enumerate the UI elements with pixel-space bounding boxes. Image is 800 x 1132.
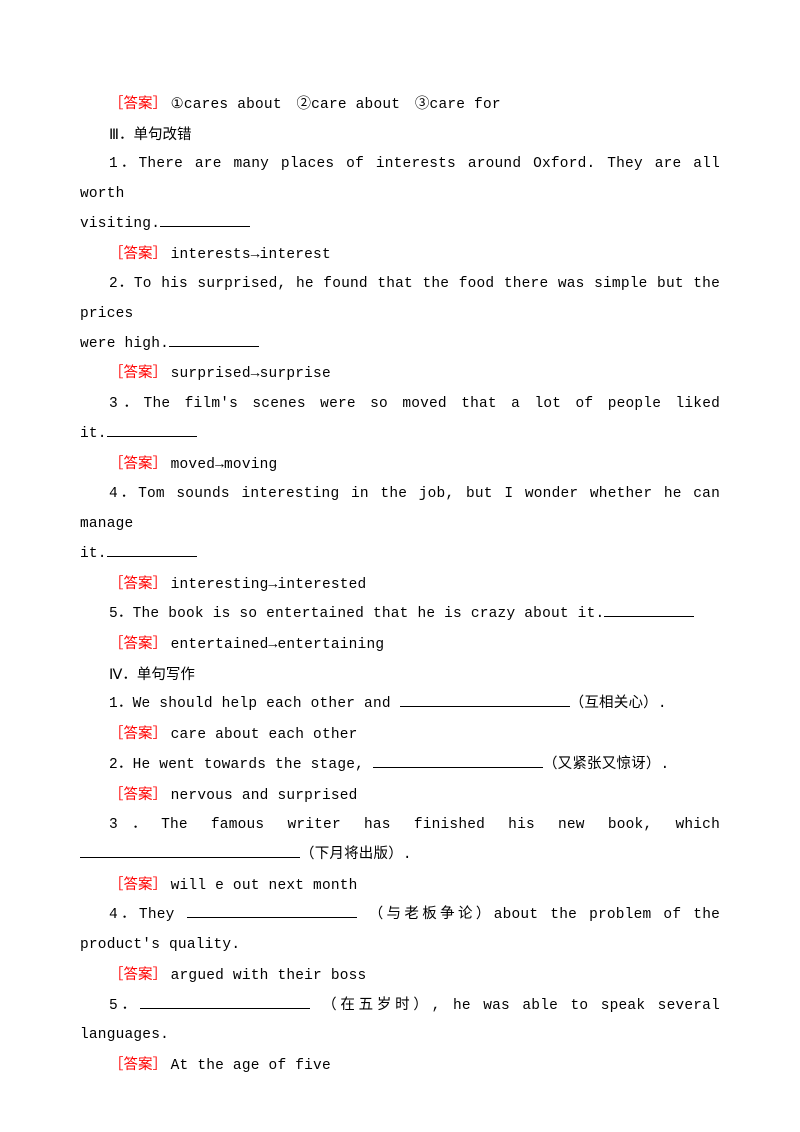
- q3-line2: it.: [80, 420, 720, 450]
- blank: [373, 752, 543, 768]
- q4-line1: 4．Tom sounds interesting in the job, but…: [80, 480, 720, 539]
- answer-text: interesting→interested: [171, 577, 367, 593]
- s4-q2: 2．He went towards the stage, （又紧张又惊讶）.: [80, 751, 720, 781]
- s4-a4: ［答案］ argued with their boss: [80, 961, 720, 992]
- a5: ［答案］ entertained→entertaining: [80, 630, 720, 661]
- answer-label: ［答案］: [109, 726, 167, 742]
- answer-label: ［答案］: [109, 96, 167, 112]
- answer-text: will e out next month: [171, 878, 358, 894]
- s4-a3: ［答案］ will e out next month: [80, 871, 720, 902]
- q2-line1: 2．To his surprised, he found that the fo…: [80, 270, 720, 329]
- s4-a2: ［答案］ nervous and surprised: [80, 781, 720, 812]
- answer-text: At the age of five: [171, 1058, 331, 1074]
- section3-heading: Ⅲ．单句改错: [80, 121, 720, 151]
- q1-line1: 1．There are many places of interests aro…: [80, 150, 720, 209]
- q4-line2: it.: [80, 540, 720, 570]
- blank: [604, 602, 694, 618]
- answer-label: ［答案］: [109, 787, 167, 803]
- answer-text: moved→moving: [171, 457, 278, 473]
- blank: [187, 903, 357, 919]
- blank: [169, 331, 259, 347]
- blank: [140, 993, 310, 1009]
- s4-q5-line1: 5． （在五岁时）, he was able to speak several: [80, 992, 720, 1022]
- s4-q3-line2: （下月将出版）.: [80, 841, 720, 871]
- answer-label: ［答案］: [109, 877, 167, 893]
- answer-label: ［答案］: [109, 456, 167, 472]
- answer-label: ［答案］: [109, 1057, 167, 1073]
- s4-q3-line1: 3．The famous writer has finished his new…: [80, 811, 720, 841]
- answer-text: care about each other: [171, 727, 358, 743]
- answer-text: interests→interest: [171, 247, 331, 263]
- blank: [160, 211, 250, 227]
- s4-a1: ［答案］ care about each other: [80, 720, 720, 751]
- a4: ［答案］ interesting→interested: [80, 570, 720, 601]
- blank: [80, 842, 300, 858]
- s4-q5-line2: languages.: [80, 1021, 720, 1051]
- a3: ［答案］ moved→moving: [80, 450, 720, 481]
- blank: [107, 541, 197, 557]
- answer-text: surprised→surprise: [171, 366, 331, 382]
- answer-text: ①cares about ②care about ③care for: [171, 97, 501, 113]
- answer-label: ［答案］: [109, 246, 167, 262]
- s4-q4-line1: 4．They （与老板争论）about the problem of the: [80, 901, 720, 931]
- answer-label: ［答案］: [109, 636, 167, 652]
- a2: ［答案］ surprised→surprise: [80, 359, 720, 390]
- s4-q1: 1．We should help each other and （互相关心）.: [80, 690, 720, 720]
- q3-line1: 3．The film's scenes were so moved that a…: [80, 390, 720, 420]
- top-answer-line: ［答案］ ①cares about ②care about ③care for: [80, 90, 720, 121]
- s4-a5: ［答案］ At the age of five: [80, 1051, 720, 1082]
- q5: 5．The book is so entertained that he is …: [80, 600, 720, 630]
- answer-label: ［答案］: [109, 967, 167, 983]
- q2-line2: were high.: [80, 330, 720, 360]
- answer-text: nervous and surprised: [171, 788, 358, 804]
- answer-text: entertained→entertaining: [171, 637, 385, 653]
- worksheet-page: ［答案］ ①cares about ②care about ③care for …: [0, 0, 800, 1132]
- blank: [400, 692, 570, 708]
- answer-label: ［答案］: [109, 365, 167, 381]
- q1-line2: visiting.: [80, 210, 720, 240]
- section4-heading: Ⅳ．单句写作: [80, 661, 720, 691]
- answer-text: argued with their boss: [171, 968, 367, 984]
- s4-q4-line2: product's quality.: [80, 931, 720, 961]
- a1: ［答案］ interests→interest: [80, 240, 720, 271]
- answer-label: ［答案］: [109, 576, 167, 592]
- blank: [107, 421, 197, 437]
